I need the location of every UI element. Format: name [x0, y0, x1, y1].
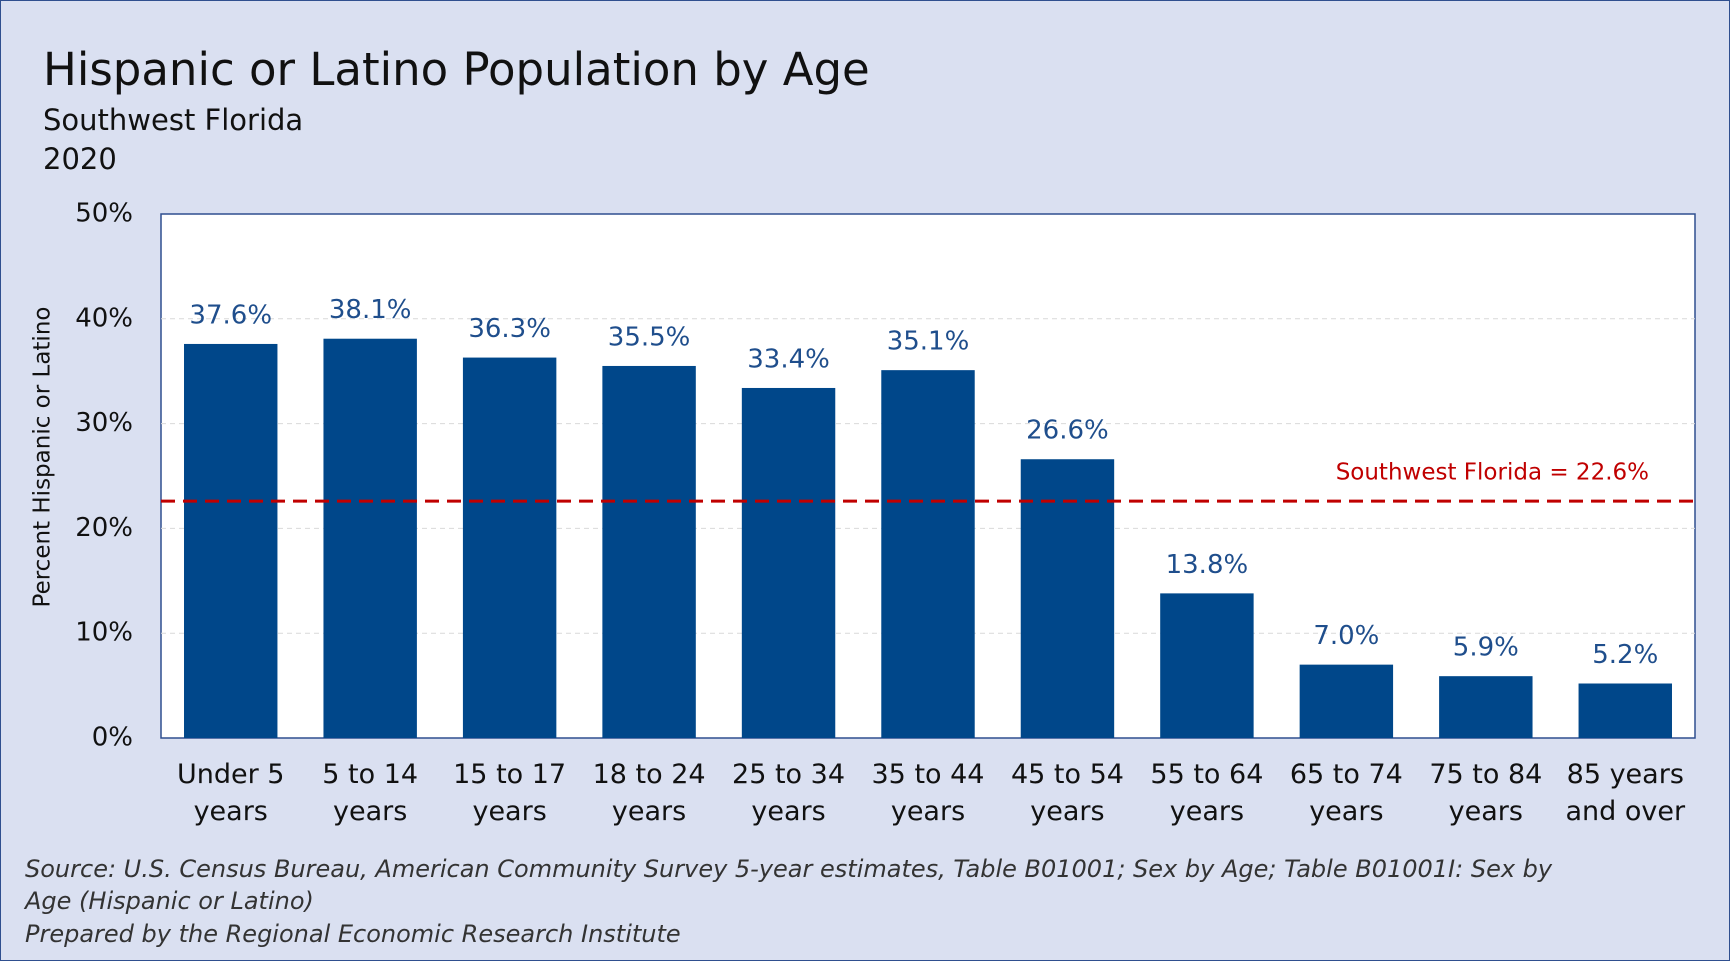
bar	[184, 343, 278, 738]
data-label: 5.9%	[1453, 633, 1519, 663]
data-label: 13.8%	[1166, 550, 1249, 580]
bar	[1578, 683, 1672, 738]
bar	[462, 357, 557, 738]
x-tick-label: 65 to 74 years	[1289, 759, 1403, 827]
y-tick-label: 40%	[75, 303, 133, 333]
data-label: 36.3%	[468, 314, 551, 344]
bar	[1299, 664, 1394, 738]
bar	[741, 387, 836, 738]
bar	[1160, 593, 1254, 738]
y-axis-label: Percent Hispanic or Latino	[30, 307, 56, 608]
x-tick-label: 75 to 84 years	[1429, 759, 1543, 827]
chart-year: 2020	[43, 142, 117, 176]
y-tick-label: 50%	[75, 199, 133, 229]
data-label: 35.5%	[608, 322, 691, 352]
data-label: 7.0%	[1313, 621, 1379, 651]
bar	[602, 365, 696, 738]
x-tick-label: 85 years and over	[1565, 759, 1686, 827]
x-tick-label: 25 to 34 years	[732, 759, 846, 827]
y-tick-label: 0%	[92, 723, 133, 753]
bar	[1439, 676, 1533, 738]
bar	[323, 338, 417, 738]
chart-subtitle: Southwest Florida	[43, 103, 303, 137]
y-tick-label: 10%	[75, 618, 133, 648]
data-label: 37.6%	[189, 300, 272, 330]
x-tick-label: 35 to 44 years	[871, 759, 985, 827]
x-tick-label: 15 to 17 years	[453, 759, 567, 827]
data-label: 5.2%	[1592, 640, 1658, 670]
data-label: 35.1%	[887, 327, 970, 357]
y-tick-label: 20%	[75, 513, 133, 543]
x-tick-label: Under 5 years	[176, 759, 285, 827]
chart-title: Hispanic or Latino Population by Age	[43, 43, 870, 96]
source-note: Source: U.S. Census Bureau, American Com…	[25, 855, 1553, 915]
x-tick-label: 5 to 14 years	[322, 759, 419, 827]
x-tick-label: 55 to 64 years	[1150, 759, 1264, 827]
credit-note: Prepared by the Regional Economic Resear…	[25, 920, 681, 948]
bar	[1020, 459, 1115, 738]
y-tick-label: 30%	[75, 408, 133, 438]
x-tick-label: 18 to 24 years	[592, 759, 706, 827]
reference-label: Southwest Florida = 22.6%	[1336, 460, 1649, 486]
data-label: 33.4%	[747, 344, 830, 374]
data-label: 38.1%	[329, 295, 412, 325]
data-label: 26.6%	[1026, 416, 1109, 446]
bar	[881, 370, 975, 738]
x-tick-label: 45 to 54 years	[1010, 759, 1124, 827]
